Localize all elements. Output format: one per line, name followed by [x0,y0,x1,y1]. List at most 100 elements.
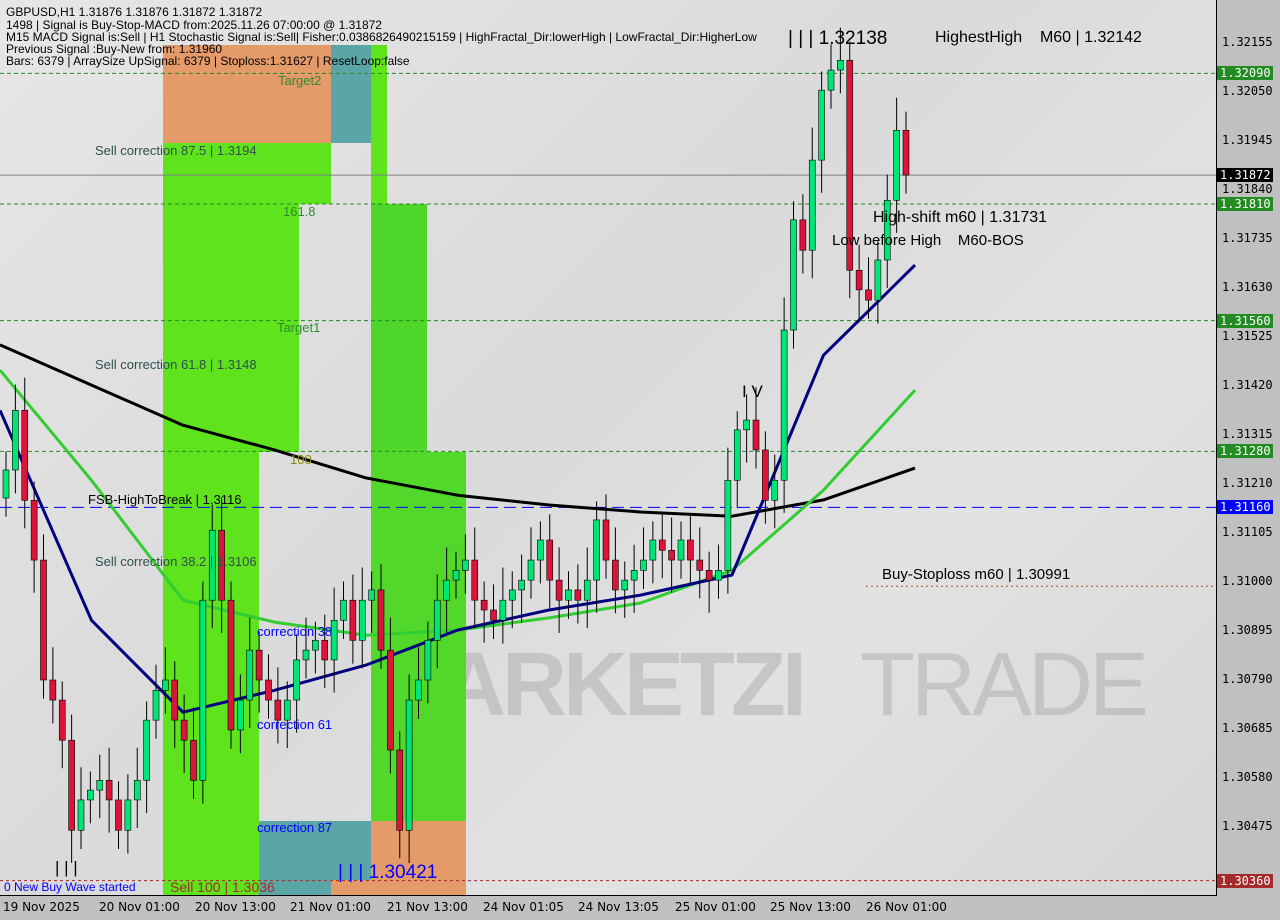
zone-green-e [371,452,466,821]
candle-body [527,559,535,581]
candle-body [387,649,394,751]
zone-green-b [163,204,299,452]
ma200-line [0,343,916,518]
candle-body [218,529,225,601]
candle-body [583,579,591,601]
candle-body [621,579,629,591]
candle-body [874,259,882,301]
candle-body [677,539,685,561]
candle-body [602,519,610,561]
candle-body [415,679,422,701]
zone-green-d [371,204,427,452]
label-fsb-high: FSB-HighToBreak | 1.3116 [88,492,242,507]
header-previous-signal: Previous Signal :Buy-New from: 1.31960 [6,42,223,56]
price-tick: 1.31210 [1222,476,1273,490]
candle-body [771,479,779,501]
price-tag: 1.31810 [1217,197,1273,211]
candle-body [743,419,750,431]
time-tick: 25 Nov 13:00 [770,900,851,914]
label-highest-high: HighestHigh M60 | 1.32142 [935,29,1142,46]
zone-green-a [163,143,331,204]
candle-body [780,329,788,481]
label-fib-100: 100 [290,452,312,467]
candle-body [330,619,338,661]
price-tick: 1.31945 [1222,133,1273,147]
header-symbol: GBPUSD,H1 1.31876 1.31876 1.31872 1.3187… [6,5,263,19]
candle-body [265,679,272,701]
label-correction-87: correction 87 [257,820,333,835]
price-tick: 1.31840 [1222,182,1273,196]
candle-body [227,599,235,731]
price-tag: 1.32090 [1217,66,1273,81]
candle-body [105,780,113,801]
candle-body [471,559,479,601]
label-new-buy-wave: 0 New Buy Wave started [4,880,136,894]
candle-body [199,599,207,781]
candle-body [640,559,647,571]
candle-body [190,739,197,781]
candle-body [433,599,441,641]
price-tag: 1.30360 [1217,873,1273,888]
price-tick: 1.31315 [1222,427,1273,441]
price-tick: 1.32050 [1222,84,1273,98]
header-indicators: M15 MACD Signal is:Sell | H1 Stochastic … [6,30,757,44]
candle-body [499,599,507,621]
candle-body [21,409,29,501]
zone-green-c [163,452,259,895]
candle-body [837,59,844,71]
label-wave-4: I V [742,382,763,401]
candle-body [237,699,244,731]
candle-body [687,539,694,561]
candle-body [790,219,797,331]
price-tick: 1.30475 [1222,819,1273,833]
candle-body [133,780,141,801]
candle-body [452,570,460,581]
zone-orange-bottom-b [331,880,371,895]
time-tick: 20 Nov 01:00 [99,900,180,914]
candle-body [77,799,85,831]
time-tick: 26 Nov 01:00 [866,900,947,914]
label-wave-low: | | | 1.30421 [338,862,438,883]
label-sell-correction-61: Sell correction 61.8 | 1.3148 [95,357,257,372]
candle-body [124,799,132,831]
header-bars: Bars: 6379 | ArraySize UpSignal: 6379 | … [6,54,410,68]
candle-body [40,559,47,681]
candle-body [143,719,150,781]
candle-body [883,199,891,261]
time-tick: 25 Nov 01:00 [675,900,756,914]
candle-body [255,649,263,681]
candle-body [396,749,404,831]
candle-body [462,559,469,571]
candle-body [49,679,57,701]
zone-orange-top [163,45,331,143]
label-wave-marks: | | | [55,858,78,877]
candle-body [358,599,366,641]
price-tick: 1.30580 [1222,770,1273,784]
candle-body [246,649,254,701]
candle-body [162,679,169,691]
candle-body [799,219,807,251]
time-tick: 19 Nov 2025 [3,900,80,914]
candle-body [283,699,291,721]
candle-body [490,609,497,621]
chart-plot-area[interactable]: MARKETZI TRADE GBPUSD,H1 1.31876 1.31876… [0,0,1217,896]
candle-body [68,739,75,831]
zone-orange-bottom [371,821,466,895]
price-tag: 1.31560 [1217,313,1273,328]
watermark-right: TRADE [860,635,1149,735]
candle-body [349,599,357,641]
zone-green-strip [371,45,387,205]
candle-body [115,799,122,831]
candle-body [96,780,104,791]
candle-body [893,129,900,201]
candle-body [302,649,310,661]
price-tick: 1.31420 [1222,378,1273,392]
label-low-before-high: Low before High M60-BOS [832,232,1024,249]
label-target2: Target2 [278,73,322,88]
candle-body [377,589,385,651]
label-sell-correction-38: Sell correction 38.2 | 1.3106 [95,554,257,569]
price-tag: 1.31160 [1217,500,1273,515]
candle-body [208,529,216,601]
candle-body [537,539,544,561]
label-buy-stoploss: Buy-Stoploss m60 | 1.30991 [882,566,1071,583]
